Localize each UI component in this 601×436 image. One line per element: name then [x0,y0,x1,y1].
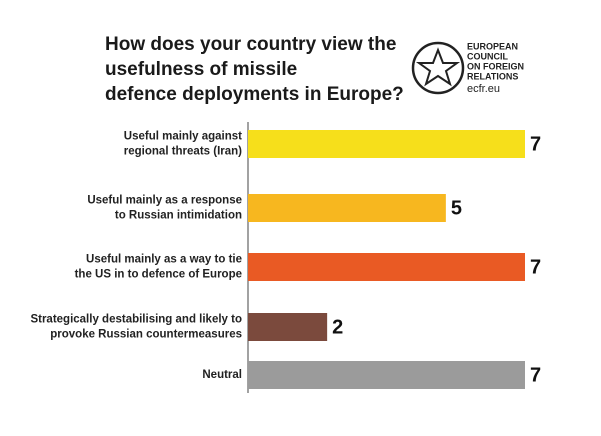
bar [248,313,328,341]
value-label: 7 [530,364,541,386]
category-label: regional threats (Iran) [124,146,242,158]
logo-url: ecfr.eu [467,83,500,95]
category-label: Strategically destabilising and likely t… [30,314,242,326]
bar [248,130,525,158]
logo-text: EUROPEAN [467,41,518,51]
chart-title: defence deployments in Europe? [105,84,404,105]
bar [248,253,525,281]
category-label: the US in to defence of Europe [75,269,242,281]
bar [248,361,525,389]
value-label: 2 [332,316,343,338]
chart-title: usefulness of missile [105,59,297,80]
category-label: Useful mainly as a way to tie [86,254,242,266]
value-label: 5 [451,197,462,219]
category-label: provoke Russian countermeasures [50,329,242,341]
value-label: 7 [530,256,541,278]
category-label: Useful mainly against [124,131,242,143]
value-label: 7 [530,133,541,155]
category-label: Useful mainly as a response [87,195,242,207]
logo-icon [411,41,465,95]
category-label: Neutral [202,369,242,381]
logo-text: COUNCIL [467,51,508,61]
chart-title: How does your country view the [105,34,396,55]
logo-text: ON FOREIGN [467,61,524,71]
category-label: to Russian intimidation [115,210,242,222]
logo-text: RELATIONS [467,71,518,81]
bar [248,194,446,222]
